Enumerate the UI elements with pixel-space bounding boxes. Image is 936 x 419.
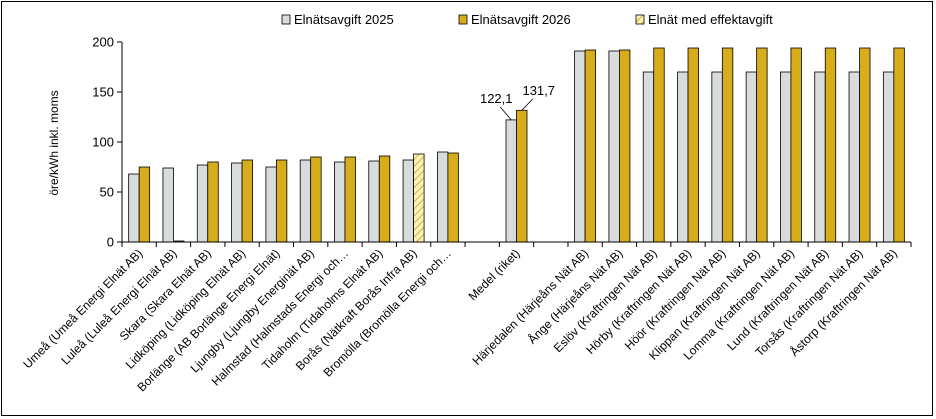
bar: [893, 47, 905, 243]
data-label: 122,1: [480, 91, 513, 106]
legend-label: Elnät med effektavgift: [648, 12, 773, 27]
data-label: 131,7: [522, 83, 555, 98]
data-label-leader: [521, 98, 534, 111]
y-tick-label: 200: [92, 35, 114, 50]
bar: [436, 151, 449, 243]
chart-legend: Elnätsavgift 2025 Elnätsavgift 2026 Elnät …: [281, 12, 773, 27]
bar: [653, 47, 665, 243]
bar: [780, 71, 792, 243]
y-axis-label: öre/kWh inkl. moms: [47, 90, 61, 195]
bar: [677, 71, 689, 243]
bar: [310, 156, 322, 243]
bar: [619, 49, 631, 243]
y-tick-label: 50: [100, 185, 114, 200]
bar: [711, 71, 723, 243]
bar: [138, 166, 151, 243]
bar: [344, 156, 356, 243]
bar: [207, 161, 219, 243]
bar: [275, 159, 288, 243]
bar: [162, 167, 174, 243]
bar: [516, 109, 528, 243]
bar: [128, 173, 140, 243]
legend-label: Elnätsavgift 2026: [471, 12, 571, 27]
bars-group: 122,1 131,7: [128, 47, 905, 243]
x-tick-label: Medel (riket): [466, 246, 523, 303]
y-tick-label: 150: [92, 85, 114, 100]
bar: [231, 162, 243, 243]
legend-swatch: [281, 14, 291, 25]
bar: [790, 47, 802, 243]
legend-swatch: [458, 14, 468, 25]
bar: [368, 160, 380, 243]
bar: [241, 159, 253, 243]
bar: [584, 49, 597, 243]
legend-label: Elnätsavgift 2025: [294, 12, 394, 27]
data-label-leader: [499, 106, 512, 121]
legend-swatch: [635, 14, 645, 25]
bar: [642, 71, 655, 243]
y-axis: 0 50 100 150 200: [92, 35, 123, 250]
bar: [574, 50, 586, 243]
bar: [505, 119, 517, 243]
bar: [745, 71, 758, 243]
bar: [848, 71, 860, 243]
bar: [413, 153, 425, 243]
bar: [265, 166, 277, 243]
y-tick-label: 100: [92, 135, 114, 150]
bar: [882, 71, 895, 243]
bar: [721, 47, 734, 243]
bar: [196, 164, 209, 243]
bar: [402, 159, 414, 243]
bar: [334, 161, 346, 243]
bar: [814, 71, 826, 243]
bar: [447, 152, 459, 243]
bar: [608, 50, 620, 243]
bar: [756, 47, 768, 243]
y-tick-label: 0: [107, 235, 114, 250]
bar: [859, 47, 871, 243]
x-axis: Umeå (Umeå Energi Elnät AB)Luleå (Luleå …: [20, 241, 912, 394]
bar: [687, 47, 699, 243]
bar: [299, 159, 312, 243]
bar: [824, 47, 837, 243]
bar: [378, 155, 391, 243]
